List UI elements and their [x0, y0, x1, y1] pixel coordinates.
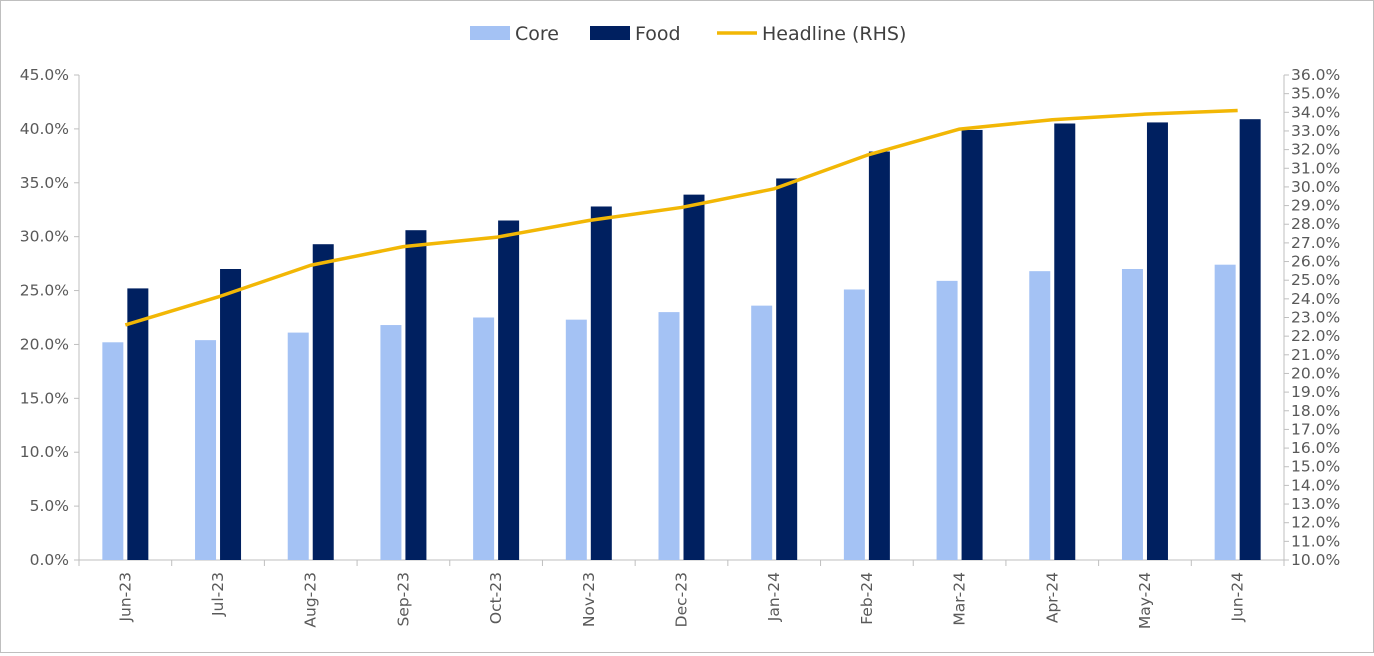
axes [74, 75, 1289, 566]
bar-core [659, 312, 680, 560]
legend-swatch-core [470, 26, 510, 40]
y-right-tick-label: 19.0% [1291, 383, 1340, 401]
y-left-tick-label: 25.0% [20, 282, 69, 300]
legend-label-headline: Headline (RHS) [762, 23, 906, 45]
y-left-tick-label: 10.0% [20, 443, 69, 461]
bar-food [127, 288, 148, 560]
bar-food [1054, 124, 1075, 561]
bar-core [751, 306, 772, 560]
legend: Core Food Headline (RHS) [470, 23, 906, 45]
bar-core [288, 333, 309, 560]
y-axis-left-labels: 45.0% 40.0% 35.0% 30.0% 25.0% 20.0% 15.0% 10.0%… [20, 66, 69, 569]
bar-food [591, 206, 612, 560]
y-left-tick-label: 15.0% [20, 389, 69, 407]
legend-label-food: Food [635, 23, 681, 45]
y-right-tick-label: 23.0% [1291, 309, 1340, 327]
bar-food [962, 130, 983, 560]
bar-core [1029, 271, 1050, 560]
y-right-tick-label: 12.0% [1291, 514, 1340, 532]
bar-core [937, 281, 958, 560]
y-right-tick-label: 28.0% [1291, 215, 1340, 233]
x-tick-label: Apr-24 [1043, 572, 1061, 623]
y-right-tick-label: 14.0% [1291, 476, 1340, 494]
y-right-tick-label: 18.0% [1291, 402, 1340, 420]
bar-core [566, 320, 587, 560]
bar-food [776, 178, 797, 560]
legend-label-core: Core [515, 23, 559, 45]
bar-food [1240, 119, 1261, 560]
y-right-tick-label: 26.0% [1291, 253, 1340, 271]
x-tick-label: Oct-23 [487, 572, 505, 624]
bar-core [102, 342, 123, 560]
y-right-tick-label: 10.0% [1291, 551, 1340, 569]
y-right-tick-label: 31.0% [1291, 159, 1340, 177]
y-right-tick-label: 15.0% [1291, 458, 1340, 476]
bar-food [684, 195, 705, 560]
y-left-tick-label: 45.0% [20, 66, 69, 84]
bar-food [498, 221, 519, 561]
bar-food [220, 269, 241, 560]
bar-food [1147, 122, 1168, 560]
y-left-tick-label: 0.0% [30, 551, 69, 569]
y-left-tick-label: 5.0% [30, 497, 69, 515]
x-tick-label: Nov-23 [580, 572, 598, 627]
y-right-tick-label: 30.0% [1291, 178, 1340, 196]
y-right-tick-label: 16.0% [1291, 439, 1340, 457]
y-right-tick-label: 25.0% [1291, 271, 1340, 289]
bar-core [1122, 269, 1143, 560]
y-axis-right-labels: 36.0%35.0%34.0%33.0%32.0%31.0%30.0%29.0%… [1291, 66, 1340, 569]
y-left-tick-label: 20.0% [20, 335, 69, 353]
y-right-tick-label: 29.0% [1291, 197, 1340, 215]
x-tick-label: Feb-24 [858, 572, 876, 625]
bar-core [473, 318, 494, 561]
bars [102, 119, 1260, 560]
y-right-tick-label: 35.0% [1291, 85, 1340, 103]
bar-core [195, 340, 216, 560]
y-right-tick-label: 17.0% [1291, 420, 1340, 438]
x-tick-label: Jul-23 [209, 572, 227, 617]
y-right-tick-label: 20.0% [1291, 364, 1340, 382]
y-right-tick-label: 22.0% [1291, 327, 1340, 345]
bar-core [844, 289, 865, 560]
y-right-tick-label: 27.0% [1291, 234, 1340, 252]
x-tick-label: Jun-24 [1229, 572, 1247, 623]
x-tick-label: Mar-24 [951, 572, 969, 626]
y-right-tick-label: 34.0% [1291, 103, 1340, 121]
y-right-tick-label: 32.0% [1291, 141, 1340, 159]
y-right-tick-label: 13.0% [1291, 495, 1340, 513]
x-tick-label: Dec-23 [673, 572, 691, 627]
y-right-tick-label: 33.0% [1291, 122, 1340, 140]
x-tick-label: Sep-23 [394, 572, 412, 627]
y-right-tick-label: 36.0% [1291, 66, 1340, 84]
y-right-tick-label: 21.0% [1291, 346, 1340, 364]
y-right-tick-label: 24.0% [1291, 290, 1340, 308]
y-right-tick-label: 11.0% [1291, 532, 1340, 550]
bar-core [380, 325, 401, 560]
bar-core [1215, 265, 1236, 560]
y-left-tick-label: 35.0% [20, 174, 69, 192]
x-axis-labels: Jun-23 Jul-23 Aug-23 Sep-23 Oct-23 Nov-23 Dec-… [116, 572, 1246, 629]
bar-food [313, 244, 334, 560]
x-tick-label: May-24 [1136, 572, 1154, 629]
x-tick-label: Jun-23 [116, 572, 134, 623]
legend-swatch-food [590, 26, 630, 40]
y-left-tick-label: 30.0% [20, 228, 69, 246]
y-left-tick-label: 40.0% [20, 120, 69, 138]
x-tick-label: Aug-23 [302, 572, 320, 628]
x-tick-label: Jan-24 [765, 572, 783, 622]
bar-food [405, 230, 426, 560]
bar-food [869, 152, 890, 560]
